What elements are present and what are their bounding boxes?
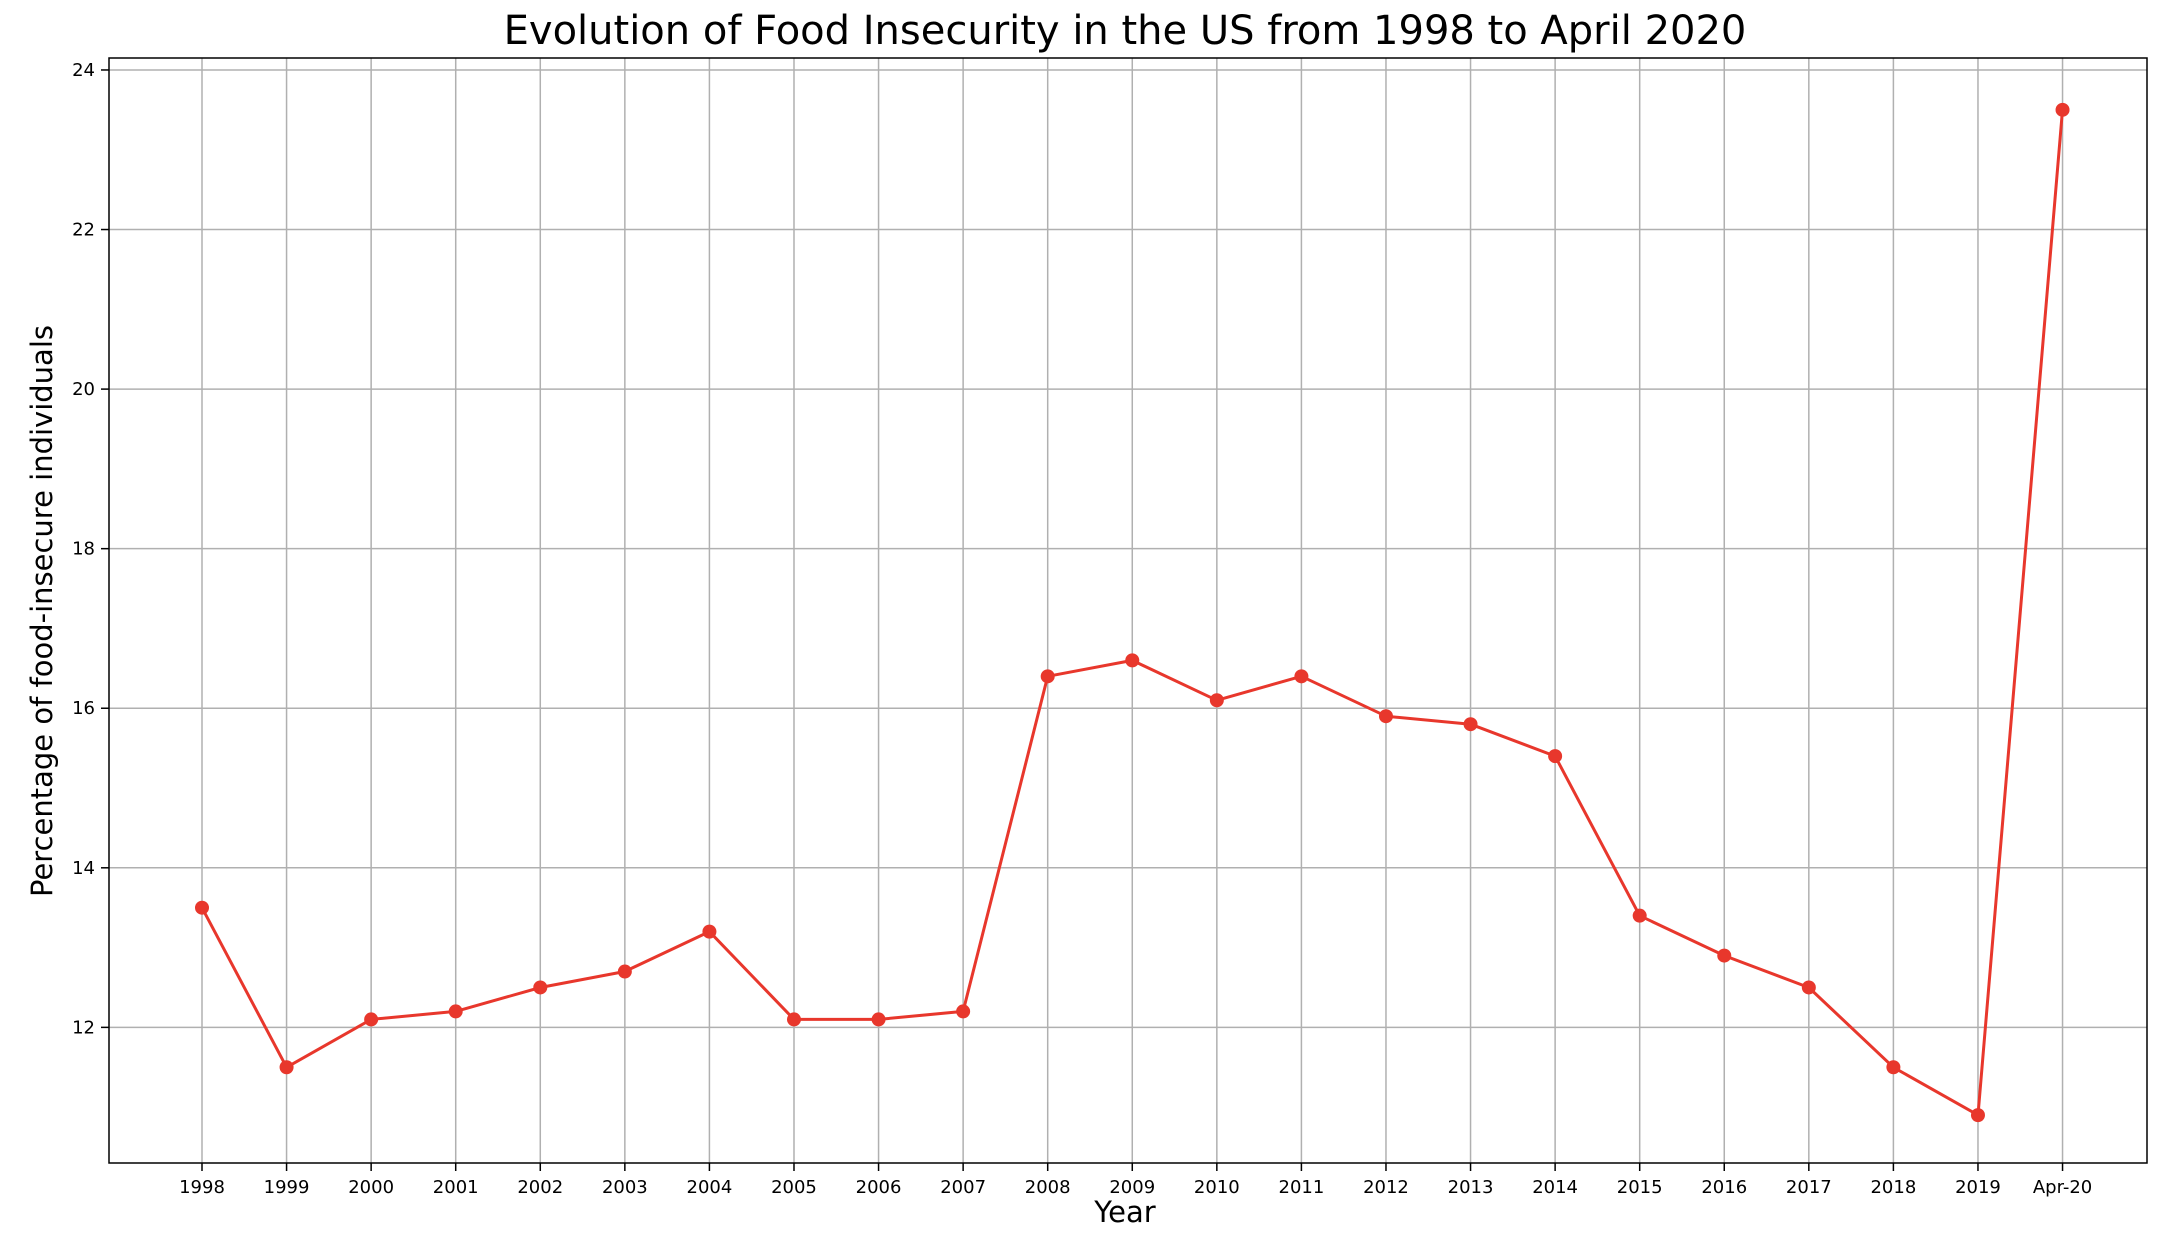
data-point [1801,980,1816,995]
series-group [195,102,2070,1123]
x-tick-label: 2001 [433,1177,479,1198]
y-tick-label: 12 [72,1017,95,1038]
data-point [195,900,209,915]
x-axis-label: Year [1093,1195,1155,1229]
x-tick-label: 2007 [940,1177,986,1198]
data-point [702,924,717,939]
y-tick-label: 24 [72,60,95,81]
data-point [1040,669,1055,684]
data-point [1548,749,1563,764]
x-tick-label: 2002 [517,1177,563,1198]
y-tick-label: 14 [72,858,95,879]
x-tick-label: 2003 [602,1177,648,1198]
data-point [1378,709,1393,724]
data-point [786,1012,801,1027]
y-axis-label: Percentage of food-insecure individuals [25,325,59,897]
data-point [1294,669,1309,684]
data-point [2055,102,2070,117]
data-point [617,964,632,979]
x-tick-label: 2011 [1279,1177,1325,1198]
x-tick-label: 1999 [264,1177,310,1198]
data-point [1886,1060,1901,1075]
data-point [448,1004,463,1019]
x-tick-label: 2019 [1955,1177,2001,1198]
data-point [364,1012,379,1027]
x-tick-label: 2000 [348,1177,394,1198]
x-tick-label: 2013 [1448,1177,1494,1198]
plot-frame [108,57,2148,1164]
data-point [1463,717,1478,732]
data-point [533,980,548,995]
grid-lines [109,58,2147,1163]
data-point [1970,1108,1985,1123]
x-tick-label: 2014 [1532,1177,1578,1198]
x-tick-label: 2009 [1109,1177,1155,1198]
data-point [871,1012,886,1027]
y-tick-label: 18 [72,539,95,560]
data-point [1209,693,1224,708]
y-axis-ticks: 12 14 16 18 20 22 24 [72,60,109,1038]
x-tick-label: 2006 [856,1177,902,1198]
x-tick-label: 2008 [1025,1177,1071,1198]
x-tick-label: 2012 [1363,1177,1409,1198]
x-tick-label: Apr-20 [2033,1177,2092,1198]
data-point [279,1060,294,1075]
x-tick-label: 2017 [1786,1177,1832,1198]
y-tick-label: 16 [72,698,95,719]
x-tick-label: 2018 [1870,1177,1916,1198]
data-point [1125,653,1140,668]
data-point [956,1004,971,1019]
chart-title: Evolution of Food Insecurity in the US f… [504,8,1747,54]
x-tick-label: 2005 [771,1177,817,1198]
x-axis-ticks: 1998 1999 2000 2001 2002 2003 2004 2005 2006 2007… [179,1163,2092,1198]
y-tick-label: 22 [72,220,95,241]
x-tick-label: 2015 [1617,1177,1663,1198]
y-tick-label: 20 [72,379,95,400]
x-tick-label: 1998 [179,1177,225,1198]
x-tick-label: 2010 [1194,1177,1240,1198]
x-tick-label: 2016 [1701,1177,1747,1198]
data-point [1632,908,1647,923]
x-tick-label: 2004 [687,1177,733,1198]
data-point [1717,948,1732,963]
